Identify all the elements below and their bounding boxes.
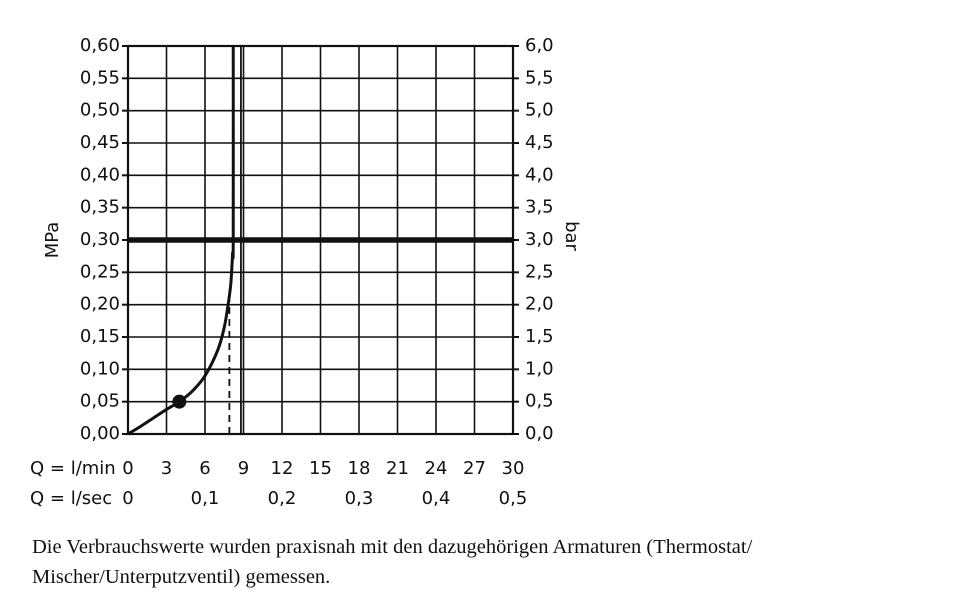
x-axis-unit-label: Q = l/min	[30, 458, 116, 479]
x-secondary-tick-label: 0,1	[191, 488, 220, 509]
y-right-tick-label: 4,5	[525, 132, 554, 153]
x-tick-label: 9	[238, 458, 249, 479]
reference-lines	[128, 46, 513, 434]
x-tick-label: 24	[425, 458, 448, 479]
y-left-tick-label: 0,25	[80, 261, 120, 282]
y-left-tick-label: 0,05	[80, 391, 120, 412]
x-secondary-tick-label: 0,5	[499, 488, 528, 509]
y-right-axis-title: bar	[561, 221, 582, 251]
y-right-tick-label: 6,0	[525, 35, 554, 56]
flow-curve	[127, 45, 235, 436]
y-right-tick-label: 3,5	[525, 197, 554, 218]
x-tick-label: 30	[502, 458, 525, 479]
tick-labels: 0,000,050,100,150,200,250,300,350,400,45…	[80, 35, 554, 509]
x-tick-label: 3	[161, 458, 172, 479]
y-left-tick-label: 0,10	[80, 358, 120, 379]
y-left-tick-label: 0,20	[80, 294, 120, 315]
y-left-tick-label: 0,50	[80, 100, 120, 121]
x-secondary-tick-label: 0,4	[422, 488, 451, 509]
y-left-tick-label: 0,30	[80, 229, 120, 250]
y-left-tick-label: 0,45	[80, 132, 120, 153]
y-left-tick-label: 0,35	[80, 197, 120, 218]
x-secondary-tick-label: 0,3	[345, 488, 374, 509]
x-secondary-tick-label: 0	[122, 488, 133, 509]
y-left-tick-label: 0,00	[80, 423, 120, 444]
x-tick-label: 6	[199, 458, 210, 479]
x-tick-label: 0	[122, 458, 133, 479]
y-right-tick-label: 0,0	[525, 423, 554, 444]
y-right-tick-label: 5,5	[525, 67, 554, 88]
y-right-tick-label: 5,0	[525, 100, 554, 121]
y-right-tick-label: 2,5	[525, 261, 554, 282]
x-secondary-tick-label: 0,2	[268, 488, 297, 509]
x-tick-label: 21	[386, 458, 409, 479]
x-tick-label: 12	[271, 458, 294, 479]
flow-pressure-chart: 0,000,050,100,150,200,250,300,350,400,45…	[30, 35, 582, 509]
y-right-tick-label: 4,0	[525, 164, 554, 185]
y-left-axis-title: MPa	[42, 222, 63, 259]
operating-point-marker	[172, 394, 187, 409]
x-tick-label: 27	[463, 458, 486, 479]
y-right-tick-label: 1,5	[525, 326, 554, 347]
plot-frame	[122, 44, 519, 436]
y-left-tick-label: 0,15	[80, 326, 120, 347]
y-left-tick-label: 0,55	[80, 67, 120, 88]
y-left-tick-label: 0,40	[80, 164, 120, 185]
caption-line-1: Die Verbrauchswerte wurden praxisnah mit…	[32, 536, 753, 558]
series-layer	[127, 45, 235, 436]
y-right-tick-label: 1,0	[525, 358, 554, 379]
caption-line-2: Mischer/Unterputzventil) gemessen.	[32, 566, 331, 588]
y-left-tick-label: 0,60	[80, 35, 120, 56]
x-tick-label: 18	[348, 458, 371, 479]
chart-caption: Die Verbrauchswerte wurden praxisnah mit…	[32, 532, 932, 592]
x-tick-label: 15	[309, 458, 332, 479]
y-right-tick-label: 0,5	[525, 391, 554, 412]
y-right-tick-label: 3,0	[525, 229, 554, 250]
x-secondary-axis-label: Q = l/sec	[30, 488, 112, 509]
y-right-tick-label: 2,0	[525, 294, 554, 315]
